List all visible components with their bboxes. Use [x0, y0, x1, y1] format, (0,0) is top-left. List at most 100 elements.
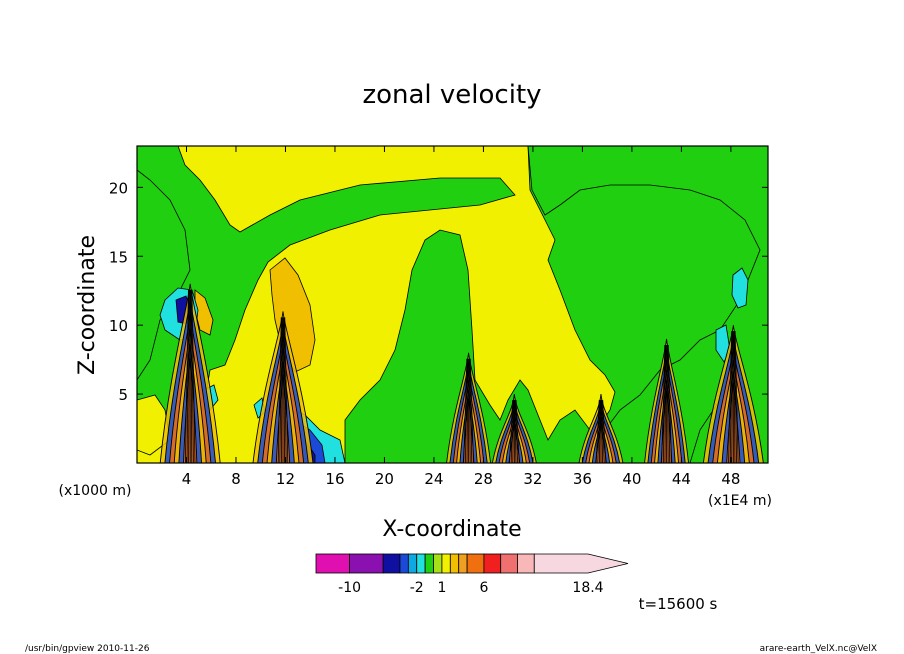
plume-core-line [284, 317, 289, 463]
plume-columns [159, 283, 764, 463]
plume-core-line [515, 400, 518, 463]
plume-core-line [598, 400, 601, 463]
plume-core-line [510, 400, 514, 463]
plume-core-line [661, 344, 666, 463]
field-green-left [137, 169, 191, 381]
colorbar-tick-label: 1 [437, 580, 446, 596]
colorbar-segment [433, 553, 443, 574]
colorbar-tick-label: 6 [479, 580, 488, 596]
plume-core-line [729, 331, 733, 463]
colorbar-tick-label: -10 [338, 580, 361, 596]
plume-core-line [514, 400, 517, 463]
plume-core-line [185, 289, 189, 463]
plume-core-line [662, 344, 666, 463]
plume-6 [644, 338, 689, 463]
plume-core-line [667, 344, 672, 463]
plume-core-line [512, 400, 515, 463]
x-tick-label: 20 [375, 470, 394, 488]
x-tick-label: 32 [523, 470, 542, 488]
plot-frame [136, 145, 769, 464]
y-tick-label: 5 [118, 386, 128, 404]
plume-core-line [191, 289, 196, 463]
colorbar-segment [458, 553, 468, 574]
colorbar-segment [449, 553, 460, 574]
x-axis: 4 8 12 16 20 24 28 32 36 40 44 48 [182, 146, 740, 488]
x-tick-label: 44 [672, 470, 691, 488]
footer-left: /usr/bin/gpview 2010-11-26 [25, 644, 150, 654]
y-axis-label: Z-coordinate [75, 235, 100, 375]
plume-core-line [188, 289, 191, 463]
field-cyan-48-upper [731, 267, 749, 309]
y-tick-label: 10 [109, 317, 128, 335]
colorbar-segment [483, 553, 502, 574]
plume-core-line [190, 289, 193, 463]
x-unit-right: (x1E4 m) [708, 493, 772, 509]
plume-1 [159, 283, 221, 463]
plume-core-line [509, 400, 513, 463]
colorbar-tick-label: -2 [410, 580, 424, 596]
plume-core-line [734, 331, 737, 463]
x-tick-label: 24 [424, 470, 443, 488]
y-axis: 5 10 15 20 [109, 179, 768, 404]
colorbar-segment [441, 553, 451, 574]
x-tick-label: 28 [474, 470, 493, 488]
plume-core-line [597, 400, 601, 463]
colorbar-segment [466, 553, 485, 574]
plume-core-line [595, 400, 600, 463]
plume-7 [702, 325, 764, 463]
plume-core-line [601, 400, 603, 463]
colorbar-tick-label: 18.4 [572, 580, 603, 596]
colorbar-segment [424, 553, 434, 574]
plume-core-line [280, 317, 283, 463]
colorbar-segment [517, 553, 535, 574]
plume-core-line [191, 289, 194, 463]
plume-core-line [728, 331, 732, 463]
plot-area [137, 146, 768, 463]
time-label: t=15600 s [639, 595, 718, 613]
colorbar: -10 -2 1 6 18.4 [315, 553, 629, 596]
plume-core-line [464, 358, 468, 463]
plume-core-line [463, 358, 468, 463]
y-tick-label: 20 [109, 179, 128, 197]
plume-core-line [468, 358, 471, 463]
plume-core-line [733, 331, 736, 463]
x-tick-label: 48 [721, 470, 740, 488]
plume-core-line [186, 289, 190, 463]
plume-core-line [466, 358, 469, 463]
plume-core-line [515, 400, 520, 463]
plume-core-line [601, 400, 605, 463]
footer-right: arare-earth_VelX.nc@VelX [760, 644, 877, 654]
plume-core-line [283, 317, 287, 463]
field-yellow-upper [137, 146, 616, 463]
plume-core-line [277, 317, 282, 463]
x-axis-label: X-coordinate [382, 517, 521, 542]
chart-title: zonal velocity [362, 80, 541, 110]
y-tick-label: 15 [109, 248, 128, 266]
plume-core-line [731, 331, 734, 463]
colorbar-segment [349, 553, 384, 574]
colorbar-segment [533, 553, 629, 574]
x-tick-label: 40 [622, 470, 641, 488]
colorbar-segment [416, 553, 426, 574]
colorbar-segment [382, 553, 401, 574]
x-tick-label: 12 [276, 470, 295, 488]
colorbar-segment [399, 553, 409, 574]
x-tick-label: 4 [182, 470, 192, 488]
x-tick-label: 8 [231, 470, 241, 488]
colorbar-segment [407, 553, 418, 574]
plume-core-line [664, 344, 667, 463]
plume-core-line [666, 344, 669, 463]
x-tick-label: 16 [325, 470, 344, 488]
plume-core-line [283, 317, 285, 463]
plume-5 [578, 394, 624, 463]
plume-core-line [469, 358, 474, 463]
colorbar-segment [500, 553, 518, 574]
plume-2 [252, 311, 314, 463]
plume-core-line [469, 358, 473, 463]
plume-4 [491, 394, 537, 463]
plume-3 [446, 352, 492, 463]
plume-core-line [734, 331, 739, 463]
plume-core-line [279, 317, 283, 463]
plume-core-line [667, 344, 671, 463]
